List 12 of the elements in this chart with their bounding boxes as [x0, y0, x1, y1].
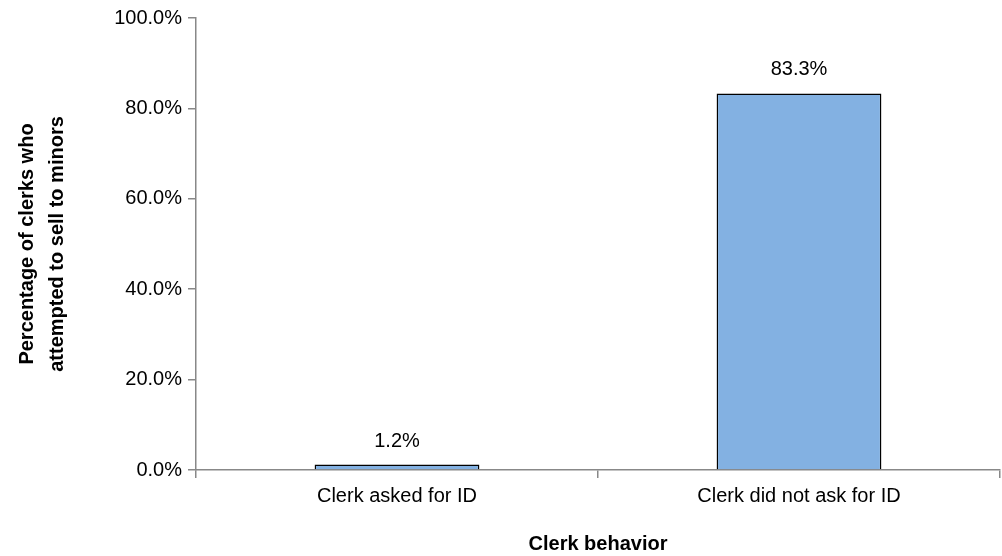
y-tick-label: 0.0% [136, 457, 183, 480]
y-tick-label: 20.0% [125, 367, 183, 390]
data-label: 1.2% [374, 428, 421, 451]
y-tick-label: 80.0% [125, 95, 183, 118]
y-tick-label: 40.0% [125, 276, 183, 299]
y-tick-label: 100.0% [114, 5, 183, 28]
x-tick-label: Clerk did not ask for ID [697, 483, 901, 506]
y-axis-title: Percentage of clerks who attempted to sell to minors [14, 116, 67, 372]
y-tick-label: 60.0% [125, 186, 183, 209]
x-axis-title: Clerk behavior [528, 531, 668, 554]
data-label: 83.3% [770, 57, 828, 80]
x-tick-label: Clerk asked for ID [316, 483, 478, 506]
